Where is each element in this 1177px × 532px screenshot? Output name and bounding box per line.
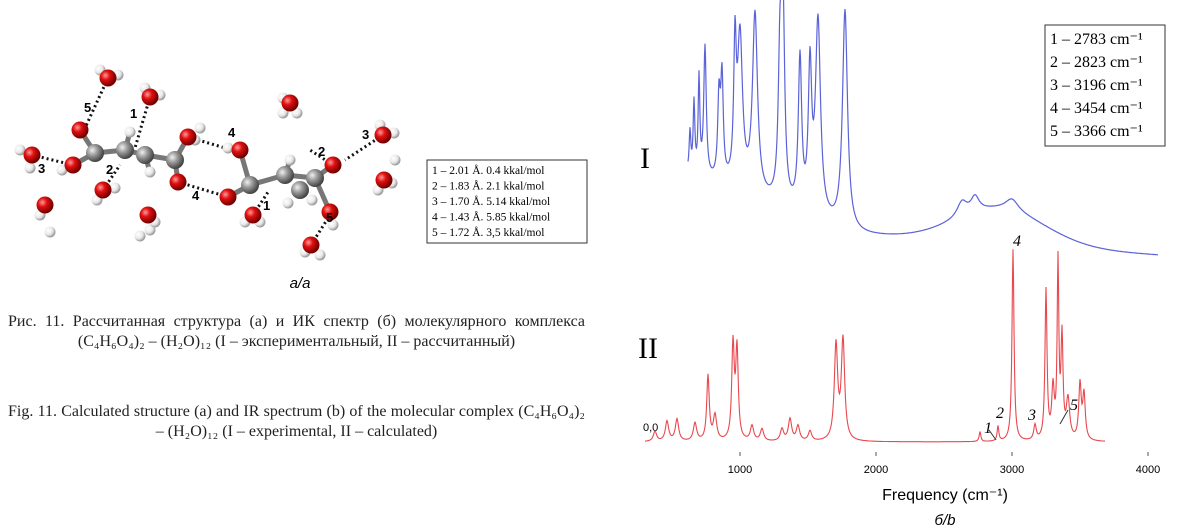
legend-entry: 4 – 1.43 Å. 5.85 kkal/mol [432, 210, 550, 224]
legend-entry: 3 – 1.70 Å. 5.14 kkal/mol [432, 194, 550, 208]
atom-label: 3 [38, 161, 45, 176]
legend-a: 1 – 2.01 Å. 0.4 kkal/mol 2 – 1.83 Å. 2.1 … [427, 160, 587, 243]
oxygen [100, 70, 117, 87]
peak-label: 5 [1070, 397, 1078, 414]
oxygen [232, 142, 249, 159]
atom-label: 3 [362, 127, 369, 142]
legend-entry: 2 – 1.83 Å. 2.1 kkal/mol [432, 179, 544, 193]
atom-label: 5 [84, 100, 91, 115]
legend-entry: 1 – 2.01 Å. 0.4 kkal/mol [432, 163, 544, 177]
hydrogen [390, 155, 401, 166]
molecule: 5 1 4 3 2 4 2 3 1 5 [15, 65, 401, 261]
hydrogen [145, 167, 156, 178]
peak-label: 1 [984, 420, 992, 437]
calculated-spectrum [645, 249, 1105, 441]
oxygen [37, 197, 54, 214]
oxygen [245, 207, 262, 224]
legend-entry: 1 – 2783 cm⁻¹ [1050, 31, 1143, 48]
oxygen [180, 129, 197, 146]
carbon [136, 146, 154, 164]
x-tick-label: 4000 [1136, 464, 1160, 476]
oxygen [325, 157, 342, 174]
carbon [306, 169, 324, 187]
atom-label: 1 [130, 106, 137, 121]
atom-label: 2 [318, 144, 325, 159]
peak-label: 4 [1013, 233, 1021, 250]
page: 5 1 4 3 2 4 2 3 1 5 1 – 2.01 Å. 0.4 kkal/mol 2 – 1… [0, 0, 1177, 532]
caption-en: Fig. 11. Calculated structure (a) and IR… [8, 402, 585, 442]
carbon [86, 144, 104, 162]
oxygen [303, 237, 320, 254]
figure-label: б/b [935, 512, 956, 529]
oxygen [375, 127, 392, 144]
carbon [116, 141, 134, 159]
atom-label: 4 [228, 125, 236, 140]
figure: 5 1 4 3 2 4 2 3 1 5 1 – 2.01 Å. 0.4 kkal/mol 2 – 1… [0, 0, 1177, 532]
oxygen [170, 174, 187, 191]
carbon [166, 151, 184, 169]
peak-label: 3 [1027, 407, 1036, 424]
caption-ru: Рис. 11. Рассчитанная структура (а) и ИК… [8, 312, 585, 352]
oxygen [72, 122, 89, 139]
atom-label: 5 [326, 210, 333, 225]
hydrogen [125, 127, 136, 138]
oxygen [376, 172, 393, 189]
oxygen [282, 95, 299, 112]
figure-label: a/a [290, 275, 311, 292]
legend-entry: 2 – 2823 cm⁻¹ [1050, 54, 1143, 71]
hydrogen [195, 123, 206, 134]
oxygen [142, 89, 159, 106]
hydrogen [283, 198, 294, 209]
hydrogen [135, 231, 146, 242]
atom-label: 4 [192, 188, 200, 203]
hydrogen [307, 195, 318, 206]
atom-label: 2 [106, 162, 113, 177]
oxygen [65, 157, 82, 174]
carbon [276, 166, 294, 184]
trace-label: II [638, 332, 658, 365]
carbon [291, 181, 309, 199]
x-tick-label: 2000 [864, 464, 888, 476]
x-tick-label: 1000 [728, 464, 752, 476]
oxygen [140, 207, 157, 224]
x-tick-label: 3000 [1000, 464, 1024, 476]
hydrogen [285, 155, 296, 166]
hydrogen [45, 227, 56, 238]
atom-label: 1 [263, 198, 270, 213]
oxygen [95, 182, 112, 199]
carbon [241, 176, 259, 194]
legend-entry: 3 – 3196 cm⁻¹ [1050, 77, 1143, 94]
legend-entry: 4 – 3454 cm⁻¹ [1050, 100, 1143, 117]
oxygen [220, 189, 237, 206]
hydrogen [25, 163, 36, 174]
x-axis-label: Frequency (cm⁻¹) [882, 487, 1008, 504]
peak-label: 2 [996, 405, 1004, 422]
trace-label: I [640, 142, 650, 175]
legend-entry: 5 – 3366 cm⁻¹ [1050, 123, 1143, 140]
legend-entry: 5 – 1.72 Å. 3,5 kkal/mol [432, 225, 544, 239]
